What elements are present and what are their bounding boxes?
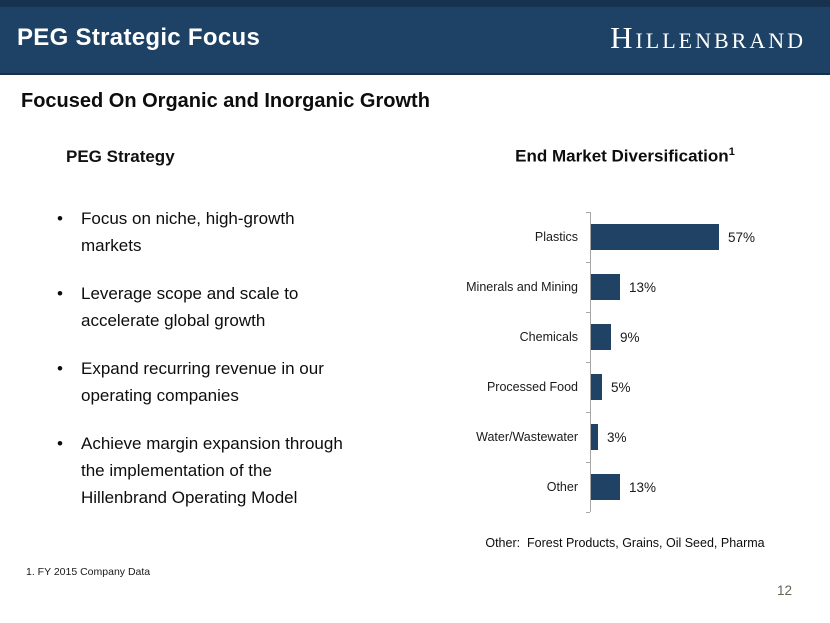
value-label: 5% [611, 379, 631, 395]
category-label: Processed Food [486, 380, 578, 394]
category-label: Other [546, 480, 578, 494]
bar-chart: Plastics 57% Minerals and Mining 13% Chemica… [420, 212, 820, 513]
chart-title-text: End Market Diversification [515, 146, 729, 166]
header-top-strip [0, 0, 830, 7]
page-number: 12 [776, 583, 792, 598]
hillenbrand-logo: Hillenbrand [610, 20, 806, 55]
axis-tick [586, 412, 590, 413]
slide-subtitle: Focused On Organic and Inorganic Growth [21, 90, 430, 112]
value-label: 3% [607, 429, 627, 445]
bar-area: 3% [590, 412, 820, 462]
category-label: Water/Wastewater [476, 430, 578, 444]
axis-tick [586, 462, 590, 463]
slide-title: PEG Strategic Focus [17, 24, 261, 51]
category-label: Chemicals [519, 330, 578, 344]
chart-row: Other 13% [420, 462, 820, 512]
bar [591, 374, 602, 400]
category-label: Minerals and Mining [466, 280, 578, 294]
bullet-item: Expand recurring revenue in our operatin… [55, 355, 415, 409]
axis-tick [586, 512, 590, 513]
chart-row: Plastics 57% [420, 212, 820, 262]
chart-title-superscript: 1 [728, 146, 735, 158]
chart-note: Other: Forest Products, Grains, Oil Seed… [485, 536, 765, 550]
bar-area: 13% [590, 462, 820, 512]
value-label: 9% [620, 329, 640, 345]
axis-tick [586, 312, 590, 313]
axis-tick [586, 262, 590, 263]
bullet-item: Focus on niche, high-growth markets [55, 205, 415, 259]
strategy-heading: PEG Strategy [66, 147, 175, 166]
bar [591, 274, 620, 300]
axis-tick [586, 362, 590, 363]
bar-area: 9% [590, 312, 820, 362]
value-label: 13% [629, 279, 657, 295]
chart-row: Water/Wastewater 3% [420, 412, 820, 462]
bar-area: 5% [590, 362, 820, 412]
value-label: 13% [629, 479, 657, 495]
bullet-item: Achieve margin expansion through the imp… [55, 430, 415, 511]
header-bar: PEG Strategic Focus Hillenbrand [0, 0, 830, 75]
bar-area: 57% [590, 212, 820, 262]
axis-tick [586, 212, 590, 213]
chart-axis-line [590, 212, 591, 512]
bar [591, 424, 598, 450]
footnote: 1. FY 2015 Company Data [26, 566, 151, 578]
bullet-item: Leverage scope and scale to accelerate g… [55, 280, 415, 334]
bar-area: 13% [590, 262, 820, 312]
chart-title: End Market Diversification1 [460, 146, 790, 167]
value-label: 57% [728, 229, 756, 245]
strategy-bullet-list: Focus on niche, high-growth markets Leve… [55, 205, 415, 532]
chart-row: Processed Food 5% [420, 362, 820, 412]
bar [591, 324, 611, 350]
category-label: Plastics [534, 230, 578, 244]
bar [591, 224, 719, 250]
chart-row: Minerals and Mining 13% [420, 262, 820, 312]
bar [591, 474, 620, 500]
chart-row: Chemicals 9% [420, 312, 820, 362]
